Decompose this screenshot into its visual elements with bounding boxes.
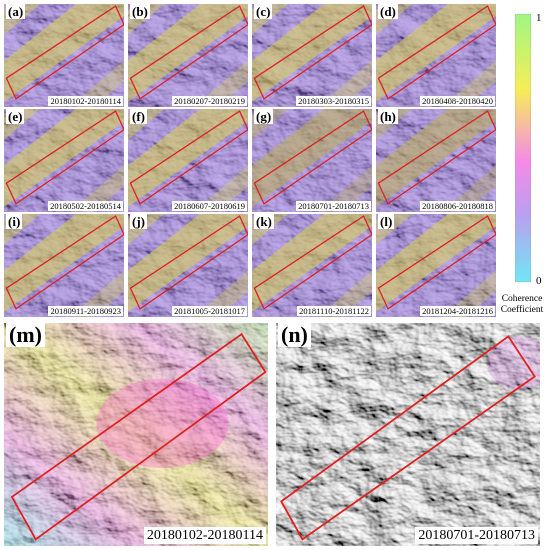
coherence-colorbar	[515, 14, 531, 282]
coherence-panel: (j) 20181005-20181017	[128, 214, 248, 317]
panel-date-label: 20180102-20180114	[48, 96, 123, 106]
coherence-panel: (k) 20181110-20181122	[252, 214, 372, 317]
coherence-panel: (b) 20180207-20180219	[128, 4, 248, 107]
colorbar-caption: Coherence Coefficient	[497, 294, 547, 316]
panel-letter-label: (c)	[254, 4, 273, 19]
panel-date-label: 20181005-20181017	[172, 306, 247, 316]
coherence-panel: (c) 20180303-20180315	[252, 4, 372, 107]
panel-date-label: 20180102-20180114	[143, 527, 266, 544]
panel-letter-label: (k)	[254, 214, 274, 229]
panel-date-label: 20180701-20180713	[296, 201, 371, 211]
panel-letter-label: (f)	[130, 109, 147, 124]
panel-letter-label: (h)	[378, 109, 398, 124]
panel-date-label: 20180607-20180619	[172, 201, 247, 211]
panel-letter-label: (i)	[6, 214, 23, 229]
panel-letter-label: (m)	[6, 323, 45, 347]
coherence-panel: (i) 20180911-20180923	[4, 214, 124, 317]
panel-date-label: 20180806-20180818	[420, 201, 495, 211]
panel-date-label: 20180303-20180315	[296, 96, 371, 106]
panel-date-label: 20180911-20180923	[48, 306, 123, 316]
panel-letter-label: (j)	[130, 214, 147, 229]
panel-letter-label: (g)	[254, 109, 274, 124]
coherence-panel: (e) 20180502-20180514	[4, 109, 124, 212]
panel-date-label: 20180502-20180514	[48, 201, 123, 211]
colorbar-min-label: 0	[536, 275, 542, 287]
colorbar-max-label: 1	[536, 12, 542, 24]
panel-letter-label: (n)	[278, 323, 311, 347]
panel-date-label: 20180701-20180713	[415, 527, 538, 544]
large-insar-panel: (n) 20180701-20180713	[276, 323, 540, 546]
panel-letter-label: (e)	[6, 109, 25, 124]
panel-date-label: 20181110-20181122	[297, 306, 371, 316]
colorbar-caption-line2: Coefficient	[500, 305, 544, 315]
coherence-panel: (g) 20180701-20180713	[252, 109, 372, 212]
panel-letter-label: (l)	[378, 214, 395, 229]
coherence-panel: (h) 20180806-20180818	[376, 109, 496, 212]
coherence-panel: (f) 20180607-20180619	[128, 109, 248, 212]
panel-date-label: 20181204-20181216	[420, 306, 495, 316]
large-insar-panel: (m) 20180102-20180114	[4, 323, 268, 546]
panel-letter-label: (b)	[130, 4, 150, 19]
coherence-panel: (l) 20181204-20181216	[376, 214, 496, 317]
panel-date-label: 20180207-20180219	[172, 96, 247, 106]
panel-letter-label: (a)	[6, 4, 26, 19]
colorbar-caption-line1: Coherence	[501, 294, 543, 304]
panel-date-label: 20180408-20180420	[420, 96, 495, 106]
panel-letter-label: (d)	[378, 4, 398, 19]
coherence-panel: (d) 20180408-20180420	[376, 4, 496, 107]
coherence-panel: (a) 20180102-20180114	[4, 4, 124, 107]
